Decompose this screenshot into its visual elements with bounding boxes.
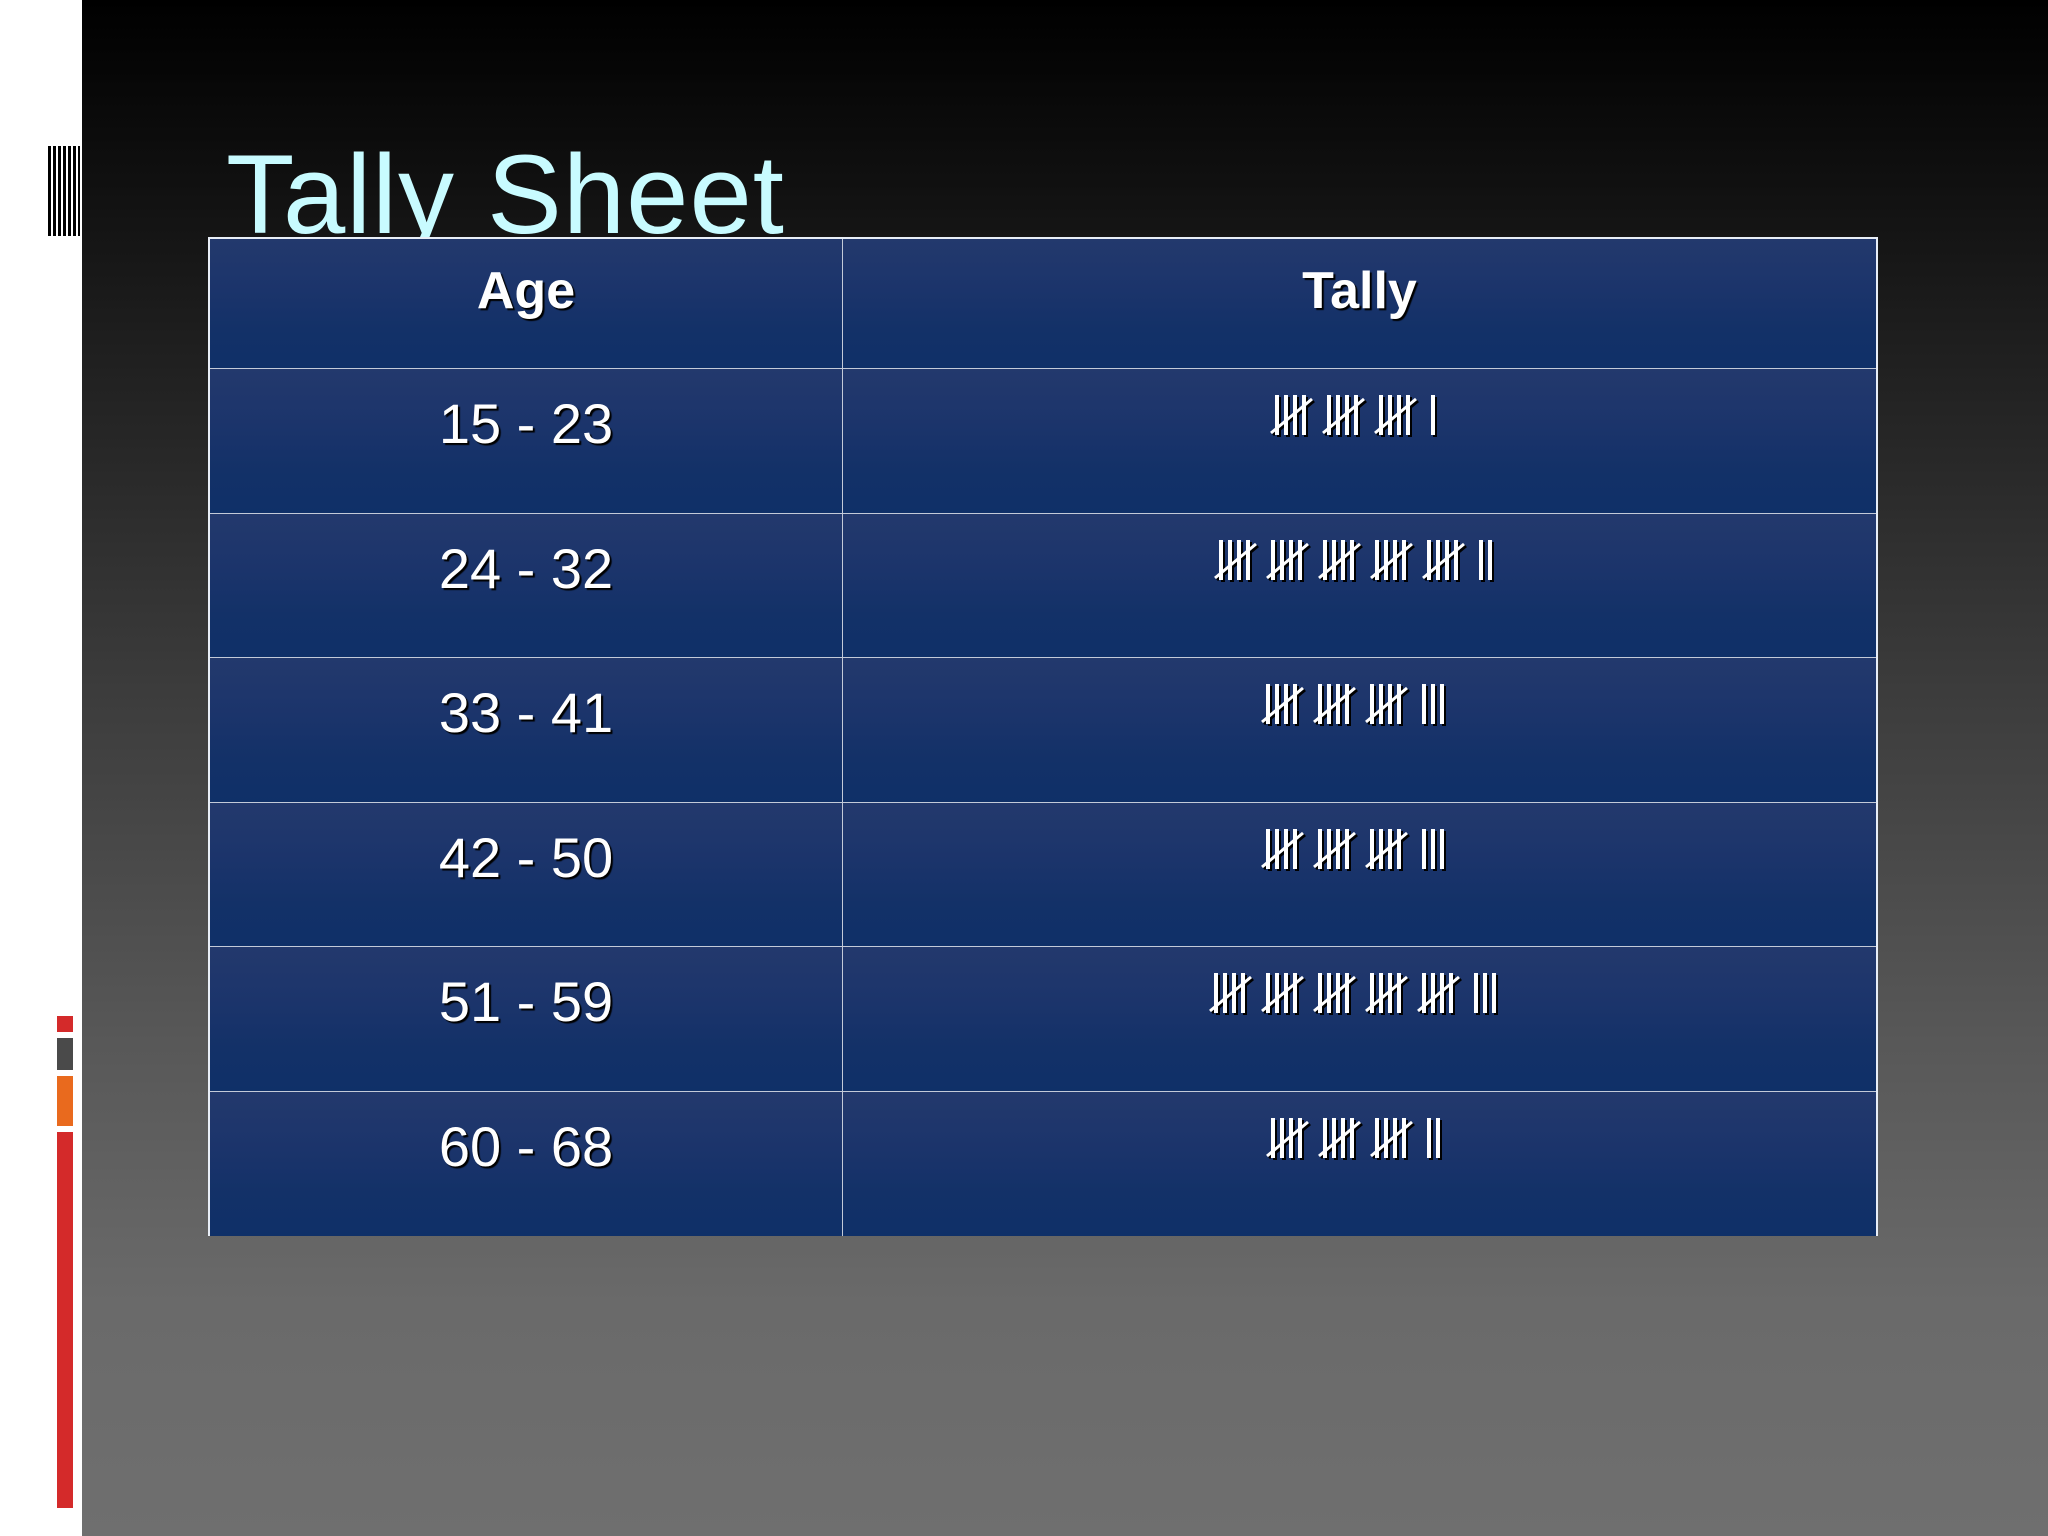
tally-cross-stroke	[1209, 975, 1252, 1013]
tally-table: Age Tally 15 - 23 24 - 32 33 - 41 42 - 5…	[208, 237, 1878, 1236]
header-tally: Tally	[843, 239, 1876, 369]
tally-svg	[1261, 828, 1444, 869]
age-cell: 24 - 32	[210, 513, 843, 658]
tally-marks	[1270, 391, 1447, 456]
tally-cross-stroke	[1365, 975, 1408, 1013]
tally-marks	[1261, 680, 1456, 745]
tally-marks	[1261, 825, 1456, 890]
tally-cell	[843, 1091, 1876, 1236]
tally-cross-stroke	[1417, 975, 1460, 1013]
left-margin-strip	[0, 0, 82, 1536]
accent-bar-gray	[57, 1038, 73, 1070]
tally-marks	[1265, 1114, 1452, 1179]
tally-cross-stroke	[1265, 542, 1309, 579]
tally-cross-stroke	[1369, 542, 1413, 579]
tally-cross-stroke	[1374, 397, 1417, 435]
tally-cross-stroke	[1261, 975, 1304, 1013]
tally-cross-stroke	[1365, 686, 1408, 724]
decorative-stripes	[48, 146, 80, 236]
accent-bar-red-small	[57, 1016, 73, 1032]
age-cell: 15 - 23	[210, 369, 843, 514]
tally-svg	[1213, 539, 1492, 580]
tally-cell	[843, 802, 1876, 947]
tally-cross-stroke	[1261, 686, 1304, 724]
tally-cross-stroke	[1313, 975, 1356, 1013]
tally-marks	[1213, 536, 1504, 601]
tally-cross-stroke	[1261, 831, 1304, 868]
tally-svg	[1261, 684, 1444, 724]
tally-cell	[843, 369, 1876, 514]
age-cell: 60 - 68	[210, 1091, 843, 1236]
tally-cell	[843, 658, 1876, 803]
tally-cross-stroke	[1270, 397, 1313, 435]
tally-cross-stroke	[1265, 1120, 1309, 1157]
accent-bar-red-long	[57, 1132, 73, 1508]
accent-bar-orange	[57, 1076, 73, 1126]
age-cell: 51 - 59	[210, 947, 843, 1092]
age-cell: 33 - 41	[210, 658, 843, 803]
tally-cross-stroke	[1317, 1120, 1361, 1157]
tally-cross-stroke	[1213, 542, 1257, 579]
tally-cross-stroke	[1313, 831, 1356, 868]
tally-marks	[1209, 969, 1508, 1034]
tally-cross-stroke	[1317, 542, 1361, 579]
slide-title: Tally Sheet	[226, 136, 785, 238]
tally-svg	[1265, 1117, 1440, 1158]
tally-svg	[1270, 395, 1435, 435]
tally-cross-stroke	[1421, 542, 1465, 579]
age-cell: 42 - 50	[210, 802, 843, 947]
tally-cell	[843, 513, 1876, 658]
tally-cross-stroke	[1313, 686, 1356, 724]
tally-cross-stroke	[1365, 831, 1408, 868]
header-age: Age	[210, 239, 843, 369]
tally-cell	[843, 947, 1876, 1092]
tally-cross-stroke	[1369, 1120, 1413, 1157]
tally-svg	[1209, 973, 1496, 1013]
tally-cross-stroke	[1322, 397, 1365, 435]
